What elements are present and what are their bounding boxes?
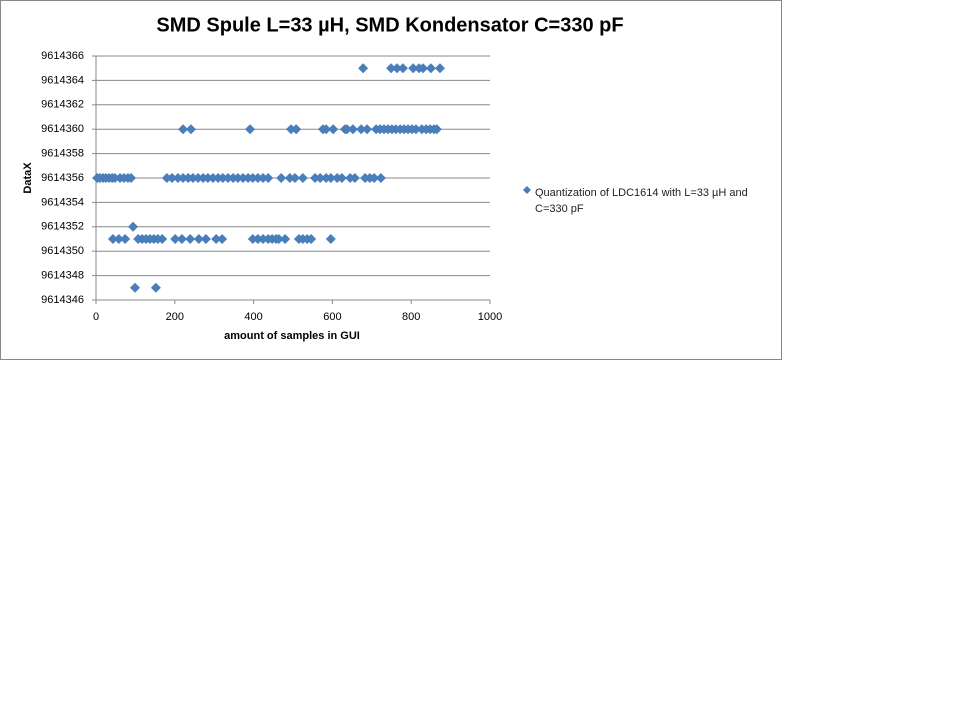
point: [258, 173, 269, 183]
point: [185, 234, 196, 244]
point: [369, 173, 380, 183]
point: [297, 173, 308, 183]
point: [252, 234, 263, 244]
y-axis-title: DataX: [22, 162, 34, 194]
point: [247, 173, 258, 183]
point: [200, 234, 211, 244]
point: [126, 173, 137, 183]
point: [425, 63, 436, 74]
y-tick-label: 9614346: [41, 294, 84, 306]
point: [178, 124, 189, 135]
point: [289, 173, 300, 183]
point: [386, 63, 397, 74]
point: [128, 221, 139, 232]
point: [161, 173, 172, 183]
point: [247, 234, 258, 244]
x-tick-label: 600: [323, 311, 341, 323]
point: [170, 234, 181, 244]
point: [291, 124, 302, 135]
point: [356, 124, 367, 135]
point: [208, 173, 219, 183]
point: [109, 173, 120, 183]
x-tick-label: 800: [402, 311, 420, 323]
point: [185, 124, 196, 135]
point: [172, 173, 183, 183]
point: [328, 124, 339, 135]
point: [187, 173, 198, 183]
point: [284, 173, 295, 183]
point: [375, 173, 386, 183]
point: [202, 173, 213, 183]
point: [193, 234, 204, 244]
point: [150, 282, 161, 293]
point: [349, 173, 360, 183]
y-tick-label: 9614352: [41, 221, 84, 233]
x-tick-label: 0: [93, 311, 99, 323]
point: [392, 63, 403, 74]
point: [217, 173, 228, 183]
point: [310, 173, 321, 183]
point: [217, 234, 228, 244]
y-tick-label: 9614366: [41, 50, 84, 62]
point: [167, 173, 178, 183]
y-tick-label: 9614354: [41, 196, 84, 208]
point: [408, 63, 419, 74]
y-tick-label: 9614356: [41, 172, 84, 184]
x-tick-label: 1000: [478, 311, 502, 323]
point: [211, 234, 222, 244]
y-tick-label: 9614360: [41, 123, 84, 135]
point: [336, 173, 347, 183]
point: [341, 124, 352, 135]
point: [434, 63, 445, 74]
y-tick-label: 9614358: [41, 148, 84, 160]
chart-title: SMD Spule L=33 µH, SMD Kondensator C=330…: [156, 14, 623, 36]
point: [273, 234, 284, 244]
point: [113, 234, 124, 244]
point: [222, 173, 233, 183]
y-tick-label: 9614362: [41, 99, 84, 111]
point: [280, 234, 291, 244]
point: [252, 173, 263, 183]
y-tick-label: 9614348: [41, 270, 84, 282]
point: [358, 63, 369, 74]
point: [193, 173, 204, 183]
point: [325, 173, 336, 183]
x-axis-title: amount of samples in GUI: [224, 330, 360, 342]
legend-label: Quantization of LDC1614 with L=33 µH and…: [535, 187, 748, 215]
y-tick-label: 9614350: [41, 245, 84, 257]
point: [410, 124, 421, 135]
point: [130, 282, 141, 293]
point: [232, 173, 243, 183]
point: [431, 124, 442, 135]
point: [258, 234, 269, 244]
point: [306, 234, 317, 244]
point: [176, 234, 187, 244]
point: [120, 234, 131, 244]
point: [321, 124, 332, 135]
point: [397, 63, 408, 74]
point: [418, 63, 429, 74]
point: [263, 173, 274, 183]
legend-marker: [523, 186, 531, 194]
x-tick-label: 400: [244, 311, 262, 323]
point: [347, 124, 358, 135]
point: [237, 173, 248, 183]
y-tick-label: 9614364: [41, 74, 84, 86]
point: [276, 173, 287, 183]
point: [157, 234, 168, 244]
point: [362, 124, 373, 135]
point: [325, 234, 336, 244]
point: [107, 234, 118, 244]
point: [178, 173, 189, 183]
x-tick-label: 200: [166, 311, 184, 323]
point: [245, 124, 256, 135]
point: [286, 124, 297, 135]
point: [315, 173, 326, 183]
